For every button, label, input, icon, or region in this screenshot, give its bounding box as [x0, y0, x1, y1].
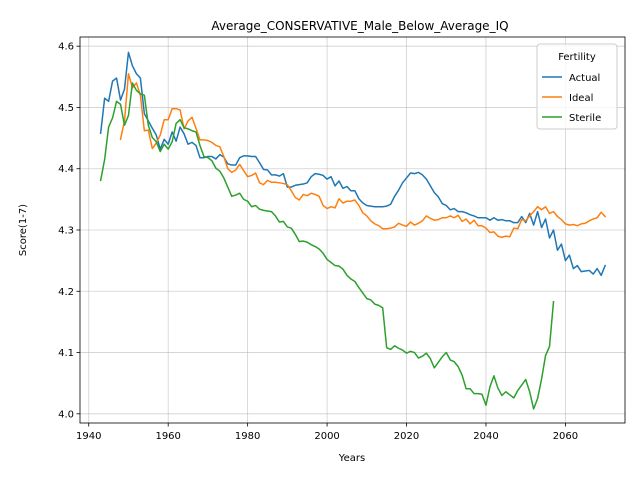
y-tick-label: 4.5 [58, 103, 74, 114]
y-tick-label: 4.6 [58, 42, 74, 53]
y-tick-label: 4.4 [58, 164, 74, 175]
legend-box [536, 43, 618, 130]
x-axis-ticks: 1940 1960 1980 2000 2020 2040 2060 [76, 423, 578, 442]
x-tick-label: 2060 [553, 431, 578, 442]
x-tick-label: 2040 [473, 431, 498, 442]
legend: Fertility Actual Ideal Sterile [536, 43, 618, 130]
grid [80, 37, 625, 423]
series-line-sterile [99, 82, 555, 410]
y-tick-label: 4.2 [58, 287, 74, 298]
x-tick-label: 2020 [394, 431, 419, 442]
x-tick-label: 1980 [235, 431, 260, 442]
legend-label-actual: Actual [569, 73, 600, 84]
y-axis-ticks: 4.0 4.1 4.2 4.3 4.4 4.5 4.6 [58, 42, 80, 420]
y-tick-label: 4.1 [58, 348, 74, 359]
x-tick-label: 1960 [155, 431, 180, 442]
legend-label-ideal: Ideal [569, 93, 593, 104]
y-tick-label: 4.0 [58, 409, 74, 420]
x-tick-label: 2000 [314, 431, 339, 442]
legend-label-sterile: Sterile [569, 113, 601, 124]
y-axis-label: Score(1-7) [18, 204, 29, 256]
y-tick-label: 4.3 [58, 226, 74, 237]
legend-title: Fertility [558, 52, 596, 63]
series-line-ideal [119, 73, 607, 239]
x-axis-label: Years [338, 453, 365, 464]
x-tick-label: 1940 [76, 431, 101, 442]
series-line-actual [99, 51, 607, 277]
chart-title: Average_CONSERVATIVE_Male_Below_Average_… [211, 19, 508, 33]
series-lines [99, 51, 607, 410]
